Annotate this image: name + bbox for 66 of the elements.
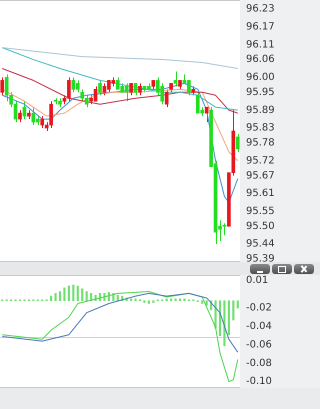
y-tick-label: 96.06: [246, 54, 275, 66]
candlestick: [174, 70, 178, 87]
bar: [134, 298, 137, 302]
y-tick-label: 95.39: [246, 254, 275, 265]
y-tick-label: -0.06: [246, 339, 272, 350]
candlestick: [49, 100, 53, 129]
candlestick: [204, 106, 208, 123]
bar: [166, 298, 168, 302]
y-tick-label: 95.55: [246, 206, 275, 217]
candlestick: [236, 133, 240, 152]
candlestick: [84, 94, 88, 108]
bar: [63, 288, 66, 302]
bar: [86, 291, 88, 302]
y-tick-label: 95.83: [246, 122, 275, 134]
candlestick: [0, 76, 4, 96]
y-tick-label: 96.23: [246, 4, 275, 15]
y-tick-label: -0.02: [246, 302, 272, 314]
bar: [148, 300, 150, 304]
bar: [116, 294, 119, 302]
candlestick: [22, 100, 26, 120]
candlestick: [102, 82, 106, 96]
bar: [201, 300, 204, 304]
candlestick: [129, 82, 133, 96]
bar: [170, 298, 172, 302]
bar: [232, 300, 234, 320]
y-tick-label: -0.10: [246, 376, 272, 388]
candlestick: [72, 76, 76, 93]
bar: [152, 300, 154, 303]
bar: [228, 300, 230, 336]
bar: [183, 298, 186, 302]
y-tick-label: 95.95: [246, 86, 275, 98]
candlestick: [94, 86, 98, 102]
bar: [178, 298, 182, 302]
candlestick: [40, 116, 44, 129]
bar: [68, 286, 70, 302]
bar: [130, 298, 132, 302]
y-tick-label: 95.89: [246, 104, 275, 116]
candlestick: [98, 80, 102, 96]
y-tick-label: 96.00: [246, 72, 275, 84]
y-tick-label: -0.08: [246, 358, 272, 369]
y-tick-label: 96.17: [246, 21, 275, 32]
y-tick-label: 95.67: [246, 170, 275, 182]
candlestick: [134, 82, 138, 96]
bar: [174, 298, 177, 302]
y-tick-label: 95.72: [246, 155, 275, 166]
candlestick: [116, 76, 120, 90]
bar: [81, 288, 84, 302]
candlestick: [164, 88, 168, 108]
candlestick: [196, 92, 200, 114]
y-tick-label: 95.61: [246, 188, 275, 200]
bar: [58, 291, 62, 302]
candlestick: [138, 82, 142, 96]
candlestick: [32, 106, 36, 126]
bar: [143, 300, 146, 303]
y-tick-label: 0.01: [246, 275, 268, 286]
bar: [72, 284, 74, 302]
candlestick: [124, 82, 128, 102]
y-tick-label: 95.44: [246, 238, 275, 250]
y-tick-label: 95.78: [246, 138, 275, 149]
bar: [76, 286, 79, 302]
y-tick-label: 95.50: [246, 220, 275, 232]
bar: [54, 293, 57, 302]
candlestick: [18, 110, 22, 123]
bar: [236, 300, 239, 308]
y-tick-label: 96.11: [246, 39, 275, 50]
y-tick-label: -0.04: [246, 321, 272, 332]
